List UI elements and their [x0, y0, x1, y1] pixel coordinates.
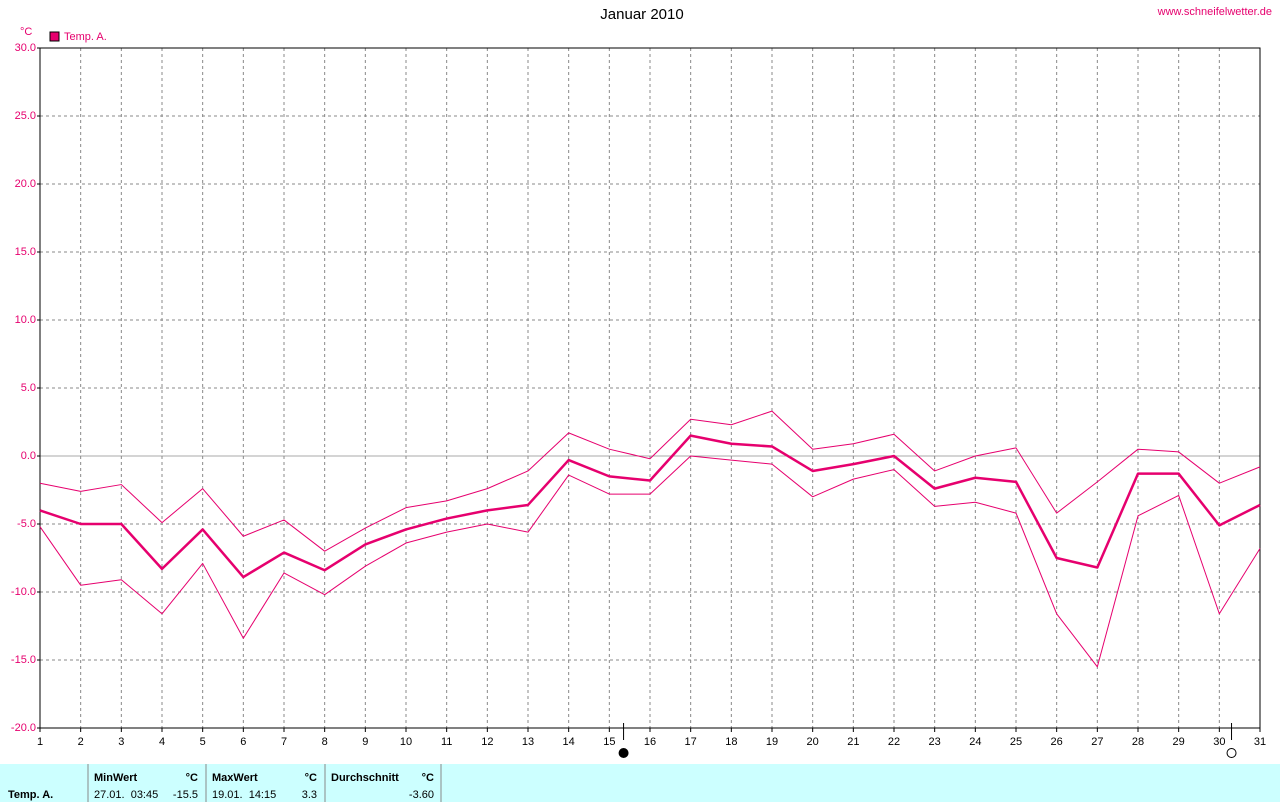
x-tick-label: 18	[725, 736, 737, 748]
x-tick-label: 1	[37, 736, 43, 748]
footer-max-time: 19.01. 14:15	[212, 789, 276, 801]
chart-title: Januar 2010	[600, 6, 683, 23]
x-tick-label: 16	[644, 736, 656, 748]
moon-phase	[618, 748, 629, 758]
y-tick-label: 10.0	[15, 314, 36, 326]
x-tick-label: 21	[847, 736, 859, 748]
footer-avg-value: -3.60	[409, 789, 434, 801]
x-tick-label: 17	[685, 736, 697, 748]
footer-min-title: MinWert	[94, 772, 138, 784]
x-tick-label: 19	[766, 736, 778, 748]
x-tick-label: 2	[78, 736, 84, 748]
footer-max-unit: °C	[305, 772, 317, 784]
series-line	[39, 455, 1261, 668]
x-tick-label: 6	[240, 736, 246, 748]
y-tick-label: 0.0	[21, 450, 36, 462]
x-tick-label: 15	[603, 736, 615, 748]
x-tick-label: 23	[929, 736, 941, 748]
x-tick-label: 7	[281, 736, 287, 748]
y-tick-label: -5.0	[17, 518, 36, 530]
x-tick-label: 20	[807, 736, 819, 748]
x-tick-label: 31	[1254, 736, 1266, 748]
moon-phase	[1226, 748, 1237, 758]
x-tick-label: 10	[400, 736, 412, 748]
footer-row-label: Temp. A.	[8, 789, 53, 801]
y-tick-label: -10.0	[11, 586, 36, 598]
x-tick-label: 26	[1051, 736, 1063, 748]
y-tick-label: 30.0	[15, 42, 36, 54]
footer-min-unit: °C	[186, 772, 198, 784]
x-tick-label: 5	[200, 736, 206, 748]
x-tick-label: 30	[1213, 736, 1225, 748]
x-tick-label: 3	[118, 736, 124, 748]
x-tick-label: 27	[1091, 736, 1103, 748]
footer-min-value: -15.5	[173, 789, 198, 801]
footer-min-time: 27.01. 03:45	[94, 789, 158, 801]
footer-max-value: 3.3	[302, 789, 317, 801]
series-line	[39, 434, 1261, 579]
source: www.schneifelwetter.de	[1157, 6, 1272, 18]
y-unit: °C	[20, 26, 32, 38]
x-tick-label: 22	[888, 736, 900, 748]
y-tick-label: 25.0	[15, 110, 36, 122]
footer-bg	[0, 764, 1280, 802]
x-tick-label: 12	[481, 736, 493, 748]
x-tick-label: 4	[159, 736, 165, 748]
x-tick-label: 11	[441, 736, 452, 748]
y-tick-label: 15.0	[15, 246, 36, 258]
plot-frame	[39, 47, 1261, 729]
legend-label: Temp. A.	[64, 31, 107, 43]
legend-swatch	[49, 31, 60, 42]
footer-avg-title: Durchschnitt	[331, 772, 399, 784]
x-tick-label: 25	[1010, 736, 1022, 748]
footer-avg-unit: °C	[422, 772, 434, 784]
x-tick-label: 9	[362, 736, 368, 748]
y-tick-label: -20.0	[11, 722, 36, 734]
footer-dividers	[87, 764, 442, 802]
x-tick-label: 29	[1173, 736, 1185, 748]
y-tick-label: 5.0	[21, 382, 36, 394]
x-tick-label: 28	[1132, 736, 1144, 748]
series-line	[39, 410, 1261, 552]
x-tick-label: 14	[563, 736, 575, 748]
y-tick-label: 20.0	[15, 178, 36, 190]
x-tick-label: 24	[969, 736, 981, 748]
x-tick-label: 8	[322, 736, 328, 748]
y-tick-label: -15.0	[11, 654, 36, 666]
footer-max-title: MaxWert	[212, 772, 258, 784]
x-tick-label: 13	[522, 736, 534, 748]
